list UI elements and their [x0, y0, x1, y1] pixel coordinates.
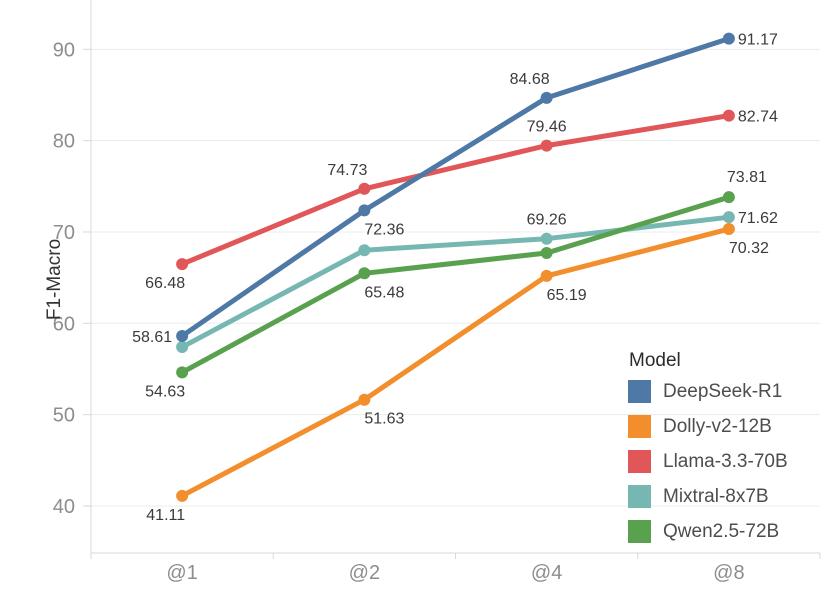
- legend-item-qwen2-5-72b: Qwen2.5-72B: [628, 520, 788, 543]
- data-label: 79.46: [527, 119, 567, 136]
- data-point: [358, 267, 371, 280]
- data-point: [358, 393, 371, 406]
- legend-item-llama-3-3-70b: Llama-3.3-70B: [628, 450, 788, 473]
- series-line-llama-3.3-70b: [179, 113, 732, 267]
- x-tick-label: @8: [713, 562, 744, 584]
- data-point: [176, 258, 189, 271]
- data-point: [722, 211, 735, 224]
- data-point: [176, 341, 189, 354]
- data-label: 73.81: [727, 169, 767, 186]
- data-label: 66.48: [145, 275, 185, 292]
- y-tick-label: 50: [53, 405, 75, 427]
- data-point: [176, 489, 189, 502]
- data-label: 71.62: [738, 210, 778, 227]
- legend: Model DeepSeek-R1 Dolly-v2-12B Llama-3.3…: [628, 350, 788, 555]
- data-label: 72.36: [364, 221, 404, 238]
- data-label: 91.17: [738, 32, 778, 49]
- series-line-qwen2.5-72b: [179, 194, 732, 375]
- data-label: 69.26: [527, 212, 567, 229]
- legend-swatch-icon: [628, 485, 651, 508]
- x-tick-label: @2: [349, 562, 380, 584]
- legend-swatch-icon: [628, 450, 651, 473]
- data-label: 54.63: [145, 383, 185, 400]
- data-label: 70.32: [729, 240, 769, 257]
- series-line-deepseek-r1: [179, 36, 732, 339]
- data-point: [358, 204, 371, 217]
- data-point: [540, 232, 553, 245]
- data-label: 65.48: [364, 284, 404, 301]
- legend-item-label: DeepSeek-R1: [663, 380, 783, 402]
- legend-title: Model: [629, 350, 681, 371]
- legend-swatch-icon: [628, 415, 651, 438]
- data-point: [540, 246, 553, 259]
- data-point: [540, 139, 553, 152]
- series-line-mixtral-8x7b: [179, 214, 732, 350]
- data-label: 65.19: [547, 287, 587, 304]
- legend-item-label: Qwen2.5-72B: [663, 520, 780, 542]
- y-axis-title: F1-Macro: [44, 239, 65, 320]
- data-point: [722, 191, 735, 204]
- legend-swatch-icon: [628, 380, 651, 403]
- data-label: 51.63: [364, 411, 404, 428]
- data-point: [540, 269, 553, 282]
- legend-swatch-icon: [628, 520, 651, 543]
- legend-item-label: Llama-3.3-70B: [663, 450, 788, 472]
- y-tick-label: 40: [53, 496, 75, 518]
- data-label: 74.73: [327, 162, 367, 179]
- data-point: [176, 366, 189, 379]
- data-point: [722, 32, 735, 45]
- data-point: [358, 244, 371, 257]
- legend-item-label: Mixtral-8x7B: [663, 485, 769, 507]
- data-point: [540, 91, 553, 104]
- y-tick-label: 60: [53, 313, 75, 335]
- data-point: [358, 182, 371, 195]
- data-label: 41.11: [146, 507, 185, 524]
- y-tick-label: 90: [53, 39, 75, 61]
- legend-item-mixtral-8x7b: Mixtral-8x7B: [628, 485, 788, 508]
- legend-item-label: Dolly-v2-12B: [663, 415, 772, 437]
- data-label: 82.74: [738, 109, 778, 126]
- legend-item-dolly-v2-12b: Dolly-v2-12B: [628, 415, 788, 438]
- data-point: [722, 223, 735, 236]
- x-tick-label: @4: [531, 562, 562, 584]
- data-label: 84.68: [510, 71, 550, 88]
- y-tick-label: 80: [53, 131, 75, 153]
- legend-item-deepseek-r1: DeepSeek-R1: [628, 380, 788, 403]
- data-point: [722, 109, 735, 122]
- data-label: 58.61: [132, 329, 172, 346]
- series-line-dolly-v2-12b: [179, 226, 732, 499]
- data-point: [176, 330, 189, 343]
- x-tick-label: @1: [166, 562, 197, 584]
- y-tick-label: 70: [53, 222, 75, 244]
